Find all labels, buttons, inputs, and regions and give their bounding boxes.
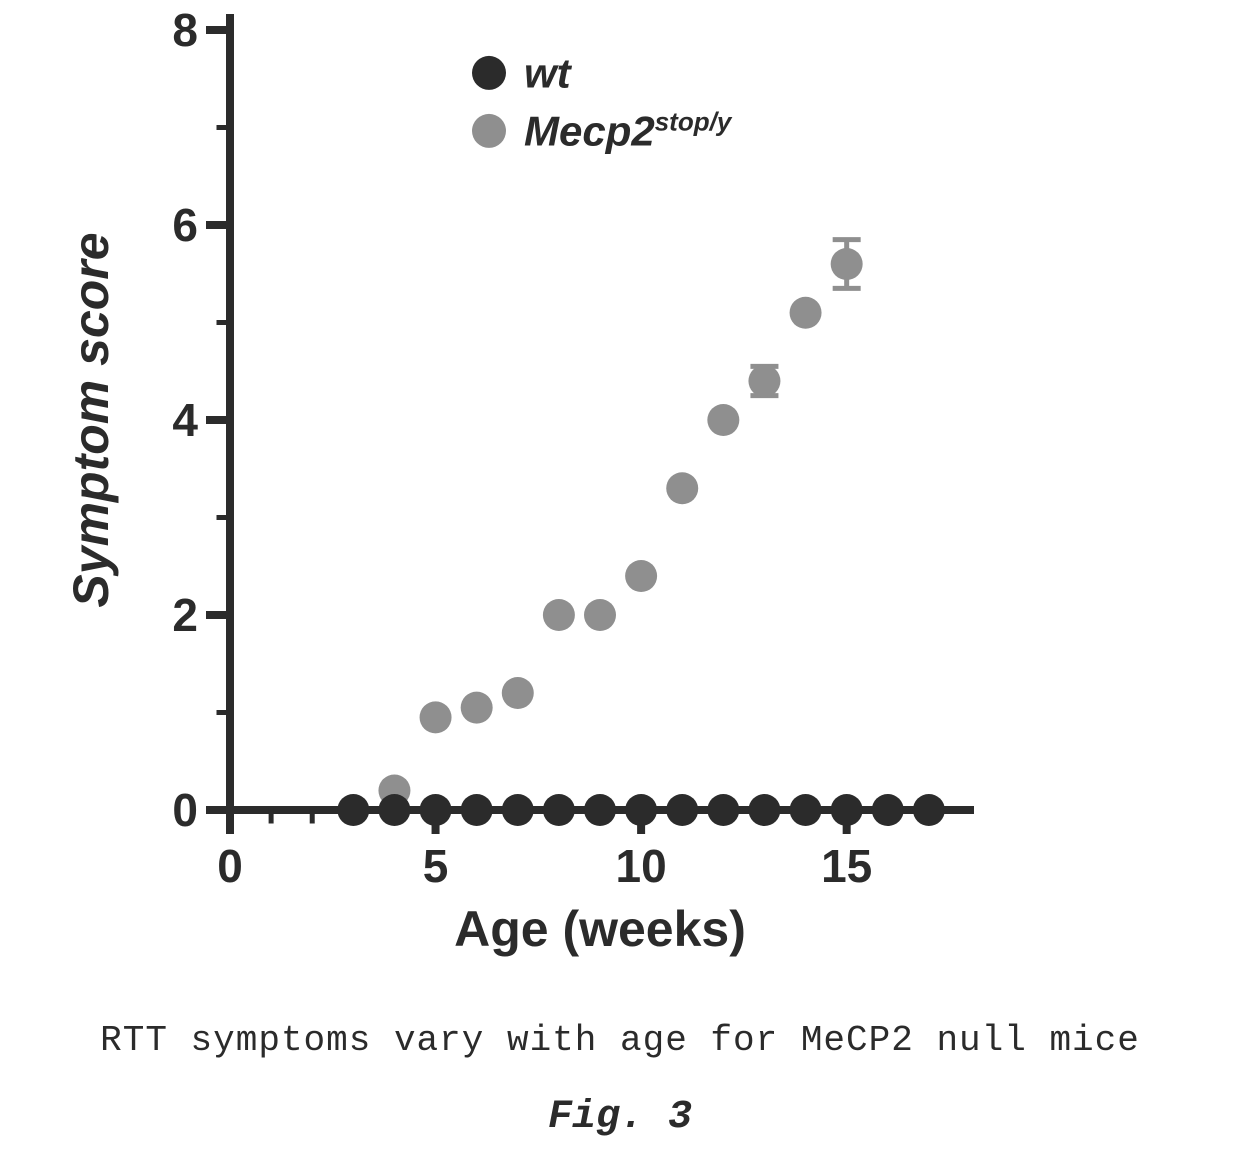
legend-marker-wt (472, 56, 506, 90)
y-tick-label: 2 (172, 589, 198, 641)
data-point-mecp2 (625, 560, 657, 592)
y-tick-label: 4 (172, 394, 198, 446)
data-point-wt (913, 794, 945, 826)
x-tick-label: 15 (821, 840, 872, 892)
figure-number-label: Fig. 3 (0, 1095, 1240, 1140)
x-tick-label: 5 (423, 840, 449, 892)
x-axis-title: Age (weeks) (454, 901, 746, 957)
figure-caption: RTT symptoms vary with age for MeCP2 nul… (0, 1020, 1240, 1061)
data-point-wt (378, 794, 410, 826)
chart-svg: 0 5 10 15 0 2 4 6 8 Age (weeks) Symptom score wt Mec… (0, 0, 1240, 1162)
data-point-wt (337, 794, 369, 826)
data-point-mecp2 (666, 472, 698, 504)
data-point-wt (461, 794, 493, 826)
data-point-wt (872, 794, 904, 826)
data-point-mecp2 (831, 248, 863, 280)
x-tick-label: 0 (217, 840, 243, 892)
figure-container: 0 5 10 15 0 2 4 6 8 Age (weeks) Symptom score wt Mec… (0, 0, 1240, 1162)
data-point-wt (502, 794, 534, 826)
y-tick-label: 8 (172, 4, 198, 56)
data-point-wt (666, 794, 698, 826)
data-point-mecp2 (461, 692, 493, 724)
data-point-wt (707, 794, 739, 826)
data-point-mecp2 (420, 701, 452, 733)
data-point-mecp2 (502, 677, 534, 709)
x-tick-label: 10 (616, 840, 667, 892)
y-tick-label: 0 (172, 784, 198, 836)
data-point-wt (543, 794, 575, 826)
data-point-mecp2 (543, 599, 575, 631)
y-axis-title: Symptom score (63, 232, 119, 607)
y-tick-label: 6 (172, 199, 198, 251)
data-point-wt (831, 794, 863, 826)
data-point-mecp2 (748, 365, 780, 397)
legend-marker-mecp2 (472, 114, 506, 148)
data-point-mecp2 (707, 404, 739, 436)
legend-label-wt: wt (524, 50, 573, 97)
data-point-wt (790, 794, 822, 826)
legend-label-mecp2: Mecp2stop/y (524, 107, 733, 155)
data-point-mecp2 (790, 297, 822, 329)
data-point-wt (748, 794, 780, 826)
data-point-mecp2 (584, 599, 616, 631)
chart-plot-area: 0 5 10 15 0 2 4 6 8 Age (weeks) Symptom score wt Mec… (0, 0, 1240, 1162)
data-point-wt (420, 794, 452, 826)
data-point-wt (625, 794, 657, 826)
data-point-wt (584, 794, 616, 826)
